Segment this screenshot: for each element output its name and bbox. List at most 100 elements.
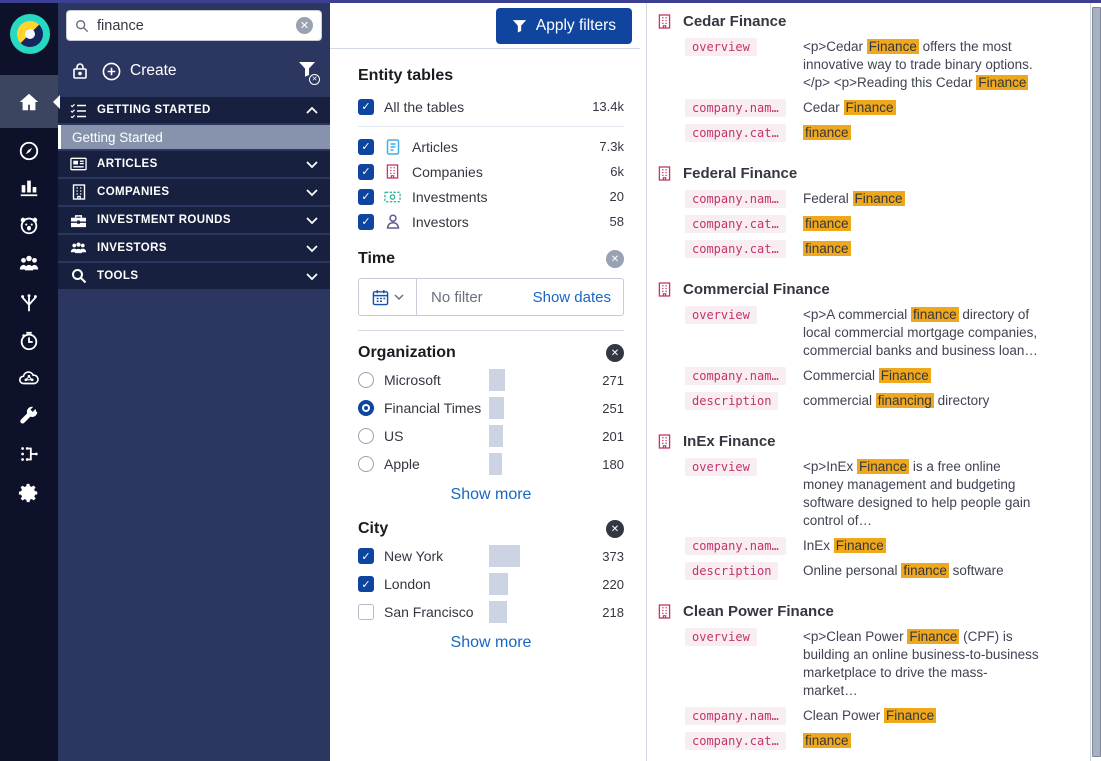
create-row: Create ✕ — [58, 53, 330, 89]
facet-option-microsoft[interactable]: Microsoft 271 — [358, 366, 624, 394]
entity-row-articles[interactable]: ✓ Articles 7.3k — [358, 134, 624, 159]
checkbox-all-tables[interactable]: ✓ — [358, 98, 374, 115]
highlighted-term: financing — [875, 393, 934, 408]
company-building-icon — [658, 604, 671, 619]
organization-show-more-link[interactable]: Show more — [450, 486, 532, 503]
facet-option-apple[interactable]: Apple 180 — [358, 450, 624, 478]
field-value: finance — [803, 124, 1041, 142]
checkbox-investments[interactable]: ✓ — [358, 188, 374, 205]
show-dates-link[interactable]: Show dates — [532, 288, 611, 306]
result-title-row: Federal Finance — [658, 165, 1086, 182]
checkbox-companies[interactable]: ✓ — [358, 163, 374, 180]
city-show-more-link[interactable]: Show more — [450, 634, 532, 651]
lock-icon — [73, 63, 87, 79]
scrollbar-thumb[interactable] — [1092, 7, 1101, 757]
rail-item-cloud-graph[interactable] — [0, 358, 58, 398]
entity-label: Investments — [412, 188, 488, 205]
divider — [358, 126, 624, 127]
organization-options: Microsoft 271 Financial Times 251 US 201 Apple… — [358, 366, 624, 478]
result-card: Commercial Finance overview <p>A commercia… — [650, 271, 1090, 423]
field-label: description — [685, 392, 797, 410]
result-field-row: company.cat… finance — [685, 732, 1086, 750]
radio-us[interactable] — [358, 428, 374, 444]
checklist-icon — [70, 102, 87, 119]
app-logo[interactable] — [10, 14, 50, 54]
sidebar-section-investors[interactable]: INVESTORS — [58, 235, 330, 261]
rail-item-spread[interactable] — [0, 283, 58, 323]
search-clear-icon[interactable]: ✕ — [296, 17, 313, 34]
time-clear-icon[interactable]: ✕ — [606, 250, 624, 268]
rail-item-explore[interactable] — [0, 131, 58, 171]
facet-count: 220 — [602, 576, 624, 592]
checkbox-san-francisco[interactable]: ✓ — [358, 604, 374, 620]
radio-financial-times[interactable] — [358, 400, 374, 416]
result-title[interactable]: Commercial Finance — [683, 281, 830, 298]
rail-item-settings[interactable] — [0, 473, 58, 513]
create-button[interactable]: Create — [130, 62, 177, 79]
field-value: <p>Clean Power Finance (CPF) is building… — [803, 629, 1039, 698]
facet-count: 373 — [602, 548, 624, 564]
result-title[interactable]: Federal Finance — [683, 165, 798, 182]
facet-option-san-francisco[interactable]: ✓ San Francisco 218 — [358, 598, 624, 626]
checkbox-new-york[interactable]: ✓ — [358, 548, 374, 564]
sidebar-section-label: INVESTMENT ROUNDS — [97, 214, 231, 226]
field-value: commercial financing directory — [803, 393, 990, 408]
sidebar-section-companies[interactable]: COMPANIES — [58, 179, 330, 205]
facet-option-us[interactable]: US 201 — [358, 422, 624, 450]
city-options: ✓ New York 373 ✓ London 220 ✓ San Francisco 218 — [358, 542, 624, 626]
organization-title: Organization — [358, 344, 456, 361]
plus-circle-icon[interactable] — [102, 62, 121, 81]
result-title[interactable]: Clean Power Finance — [683, 603, 834, 620]
result-field-row: company.cat… finance — [685, 240, 1086, 258]
company-building-icon — [658, 282, 671, 297]
rail-item-tools[interactable] — [0, 397, 58, 437]
chevron-down-icon — [393, 294, 404, 300]
sidebar-section-tools[interactable]: TOOLS — [58, 263, 330, 289]
field-value: <p>A commercial finance directory of loc… — [803, 307, 1038, 358]
apply-filters-button[interactable]: Apply filters — [495, 7, 632, 44]
all-tables-row[interactable]: ✓ All the tables 13.4k — [358, 94, 624, 119]
facet-option-financial-times[interactable]: Financial Times 251 — [358, 394, 624, 422]
rail-item-mascot[interactable] — [0, 205, 58, 245]
results-divider — [646, 3, 647, 761]
sidebar-section-investment-rounds[interactable]: INVESTMENT ROUNDS — [58, 207, 330, 233]
result-field-row: company.cat… finance — [685, 215, 1086, 233]
highlighted-term: finance — [803, 241, 851, 256]
radio-microsoft[interactable] — [358, 372, 374, 388]
rail-item-pipelines[interactable] — [0, 434, 58, 474]
collapse-panel-arrow-icon[interactable] — [53, 95, 60, 109]
pipeline-icon — [21, 447, 38, 461]
rail-item-community[interactable] — [0, 244, 58, 284]
sidebar-section-articles[interactable]: ARTICLES — [58, 151, 330, 177]
facet-label: US — [384, 428, 404, 444]
checkbox-london[interactable]: ✓ — [358, 576, 374, 592]
city-clear-icon[interactable]: ✕ — [606, 520, 624, 538]
facet-option-new-york[interactable]: ✓ New York 373 — [358, 542, 624, 570]
sidebar-item-getting-started[interactable]: Getting Started — [58, 125, 330, 149]
rail-item-home[interactable] — [0, 75, 58, 128]
clear-filters-button[interactable]: ✕ — [298, 61, 320, 85]
time-calendar-dropdown[interactable] — [359, 279, 417, 315]
result-title[interactable]: Cedar Finance — [683, 13, 787, 30]
field-label: overview — [685, 306, 797, 324]
entity-row-investments[interactable]: ✓ Investments 20 — [358, 184, 624, 209]
facet-count: 218 — [602, 604, 624, 620]
checkbox-articles[interactable]: ✓ — [358, 138, 374, 155]
banknote-icon — [384, 188, 401, 205]
checkbox-investors[interactable]: ✓ — [358, 213, 374, 230]
search-input[interactable] — [97, 17, 296, 34]
entity-row-companies[interactable]: ✓ Companies 6k — [358, 159, 624, 184]
field-value: Federal Finance — [803, 191, 905, 206]
search-box: ✕ — [66, 10, 322, 41]
result-title[interactable]: InEx Finance — [683, 433, 776, 450]
facet-option-london[interactable]: ✓ London 220 — [358, 570, 624, 598]
radio-apple[interactable] — [358, 456, 374, 472]
result-title-row: Commercial Finance — [658, 281, 1086, 298]
rail-item-history[interactable] — [0, 321, 58, 361]
organization-clear-icon[interactable]: ✕ — [606, 344, 624, 362]
rail-item-charts[interactable] — [0, 167, 58, 207]
results-scrollbar[interactable] — [1090, 3, 1101, 761]
bar-chart-icon — [20, 180, 38, 197]
sidebar-section-getting-started[interactable]: GETTING STARTED — [58, 97, 330, 123]
entity-row-investors[interactable]: ✓ Investors 58 — [358, 209, 624, 234]
